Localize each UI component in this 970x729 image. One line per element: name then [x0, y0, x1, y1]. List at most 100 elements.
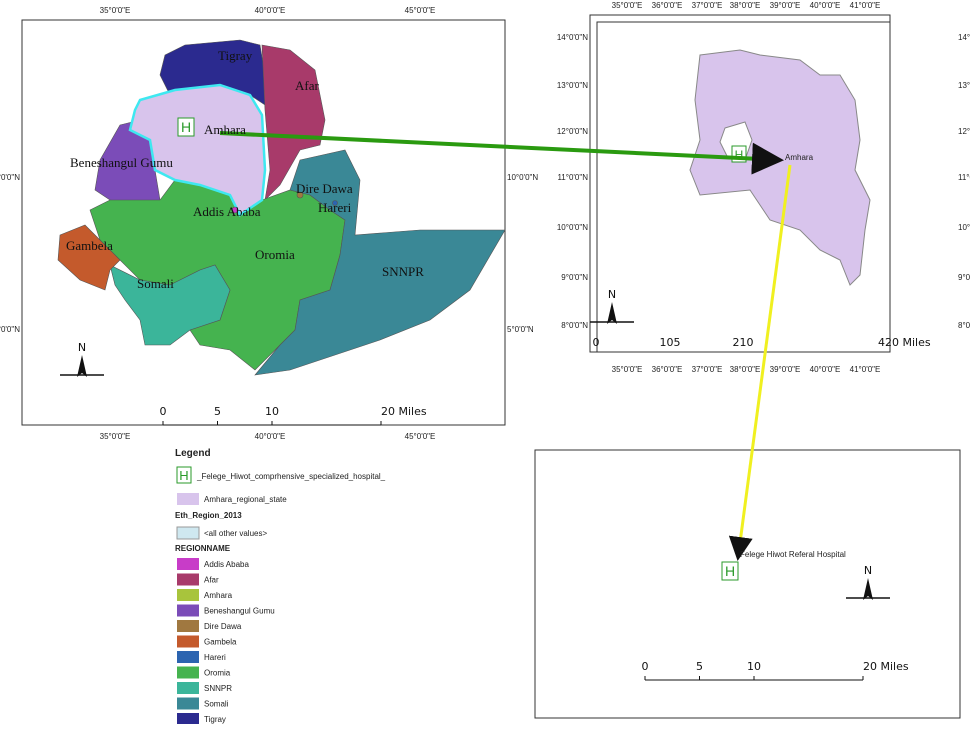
scale-label: 5: [696, 660, 703, 673]
lon-label: 40°0'0"E: [810, 1, 841, 10]
legend-item: Beneshangul Gumu: [204, 607, 275, 616]
region-label: Tigray: [218, 48, 253, 63]
region-label: Gambela: [66, 238, 113, 253]
scale-label: 210: [733, 336, 754, 349]
lat-label: 12°0'0"N: [557, 127, 588, 136]
legend-title: Legend: [175, 448, 211, 459]
lat-label: 8°0'0"N: [958, 321, 970, 330]
svg-text:H: H: [735, 148, 744, 162]
legend-item: Amhara_regional_state: [204, 495, 287, 504]
lon-label: 35°0'0"E: [100, 6, 131, 15]
lat-label: 10°0'0"N: [507, 173, 538, 182]
lon-label: 36°0'0"E: [652, 1, 683, 10]
scale-label: 10: [265, 405, 279, 418]
legend-swatch: [177, 589, 199, 601]
place-label: Amhara: [785, 153, 814, 162]
lat-label: 10°0'0"N: [557, 223, 588, 232]
region-label: Somali: [137, 276, 174, 291]
lon-label: 41°0'0"E: [850, 365, 881, 374]
lat-label: 8°0'0"N: [561, 321, 588, 330]
inset-outer-frame: [589, 14, 891, 353]
legend-swatch: [177, 573, 199, 586]
scale-label: 20 Miles: [381, 405, 427, 418]
lat-label: 9°0'0"N: [958, 273, 970, 282]
svg-text:H: H: [725, 563, 735, 579]
legend-item: <all other values>: [204, 529, 267, 538]
region-label: Oromia: [255, 247, 295, 262]
legend-swatch: [177, 666, 199, 679]
legend-swatch: [176, 466, 192, 484]
lon-label: 38°0'0"E: [730, 365, 761, 374]
lat-label: 11°0'0"N: [958, 173, 970, 182]
legend-item: Amhara: [204, 591, 233, 600]
legend-item: Tigray: [204, 715, 226, 724]
legend-swatch: [177, 651, 199, 663]
lat-label: 9°0'0"N: [561, 273, 588, 282]
legend-item: SNNPR: [204, 684, 232, 693]
scale-label: 0: [593, 336, 600, 349]
north-label: N: [864, 564, 872, 577]
lon-label: 45°0'0"E: [405, 432, 436, 441]
hospital-icon: H: [721, 561, 739, 581]
legend-swatch: [177, 682, 199, 694]
legend-swatch: [177, 604, 199, 617]
legend-item: Somali: [204, 700, 229, 709]
legend-heading: Eth_Region_2013: [175, 511, 242, 520]
svg-text:H: H: [181, 119, 191, 135]
lon-label: 40°0'0"E: [255, 6, 286, 15]
legend-item: Dire Dawa: [204, 622, 242, 631]
scale-label: 105: [660, 336, 681, 349]
north-arrow: [77, 355, 87, 377]
lat-label: 5°0'0"N: [0, 325, 20, 334]
legend-swatch: [176, 526, 200, 540]
north-label: N: [608, 288, 616, 301]
scale-label: 10: [747, 660, 761, 673]
legend-item: Gambela: [204, 638, 237, 647]
lat-label: 11°0'0"N: [557, 173, 588, 182]
scale-label: 420 Miles: [878, 336, 931, 349]
lat-label: 10°0'0"N: [958, 223, 970, 232]
legend-item: Oromia: [204, 669, 231, 678]
scale-label: 0: [642, 660, 649, 673]
lat-label: 5°0'0"N: [507, 325, 534, 334]
lon-label: 39°0'0"E: [770, 365, 801, 374]
legend-swatch: [177, 713, 199, 725]
hospital-icon: H: [177, 117, 195, 137]
lat-label: 14°0'0"N: [958, 33, 970, 42]
region-label: Amhara: [204, 122, 246, 137]
region-label: Hareri: [318, 200, 352, 215]
lat-label: 13°0'0"N: [958, 81, 970, 90]
north-arrow: [607, 302, 617, 324]
region-label: SNNPR: [382, 264, 424, 279]
legend-heading: REGIONNAME: [175, 544, 231, 553]
lon-label: 36°0'0"E: [652, 365, 683, 374]
lat-label: 10°0'0"N: [0, 173, 20, 182]
legend-swatch: [177, 620, 199, 632]
lon-label: 45°0'0"E: [405, 6, 436, 15]
legend-swatch: [177, 697, 199, 710]
lon-label: 35°0'0"E: [612, 1, 643, 10]
legend-swatch: [177, 493, 199, 505]
legend-icon: H: [179, 468, 188, 483]
lat-label: 14°0'0"N: [557, 33, 588, 42]
legend-item: Addis Ababa: [204, 560, 249, 569]
lon-label: 39°0'0"E: [770, 1, 801, 10]
place-label: Felege Hiwot Referal Hospital: [740, 550, 846, 559]
north-arrow: [863, 578, 873, 600]
lon-label: 35°0'0"E: [100, 432, 131, 441]
legend-item: _Felege_Hiwot_comprhensive_specialized_h…: [196, 472, 386, 481]
lon-label: 37°0'0"E: [692, 365, 723, 374]
region-label: Addis Ababa: [193, 204, 261, 219]
link-arrow: [219, 131, 784, 175]
lon-label: 38°0'0"E: [730, 1, 761, 10]
scale-label: 20 Miles: [863, 660, 909, 673]
link-arrow: [728, 164, 792, 561]
north-label: N: [78, 341, 86, 354]
lon-label: 35°0'0"E: [612, 365, 643, 374]
scale-label: 5: [214, 405, 221, 418]
lon-label: 40°0'0"E: [810, 365, 841, 374]
region-label: Dire Dawa: [296, 181, 353, 196]
region-label: Beneshangul Gumu: [70, 155, 173, 170]
lon-label: 41°0'0"E: [850, 1, 881, 10]
scale-label: 0: [160, 405, 167, 418]
